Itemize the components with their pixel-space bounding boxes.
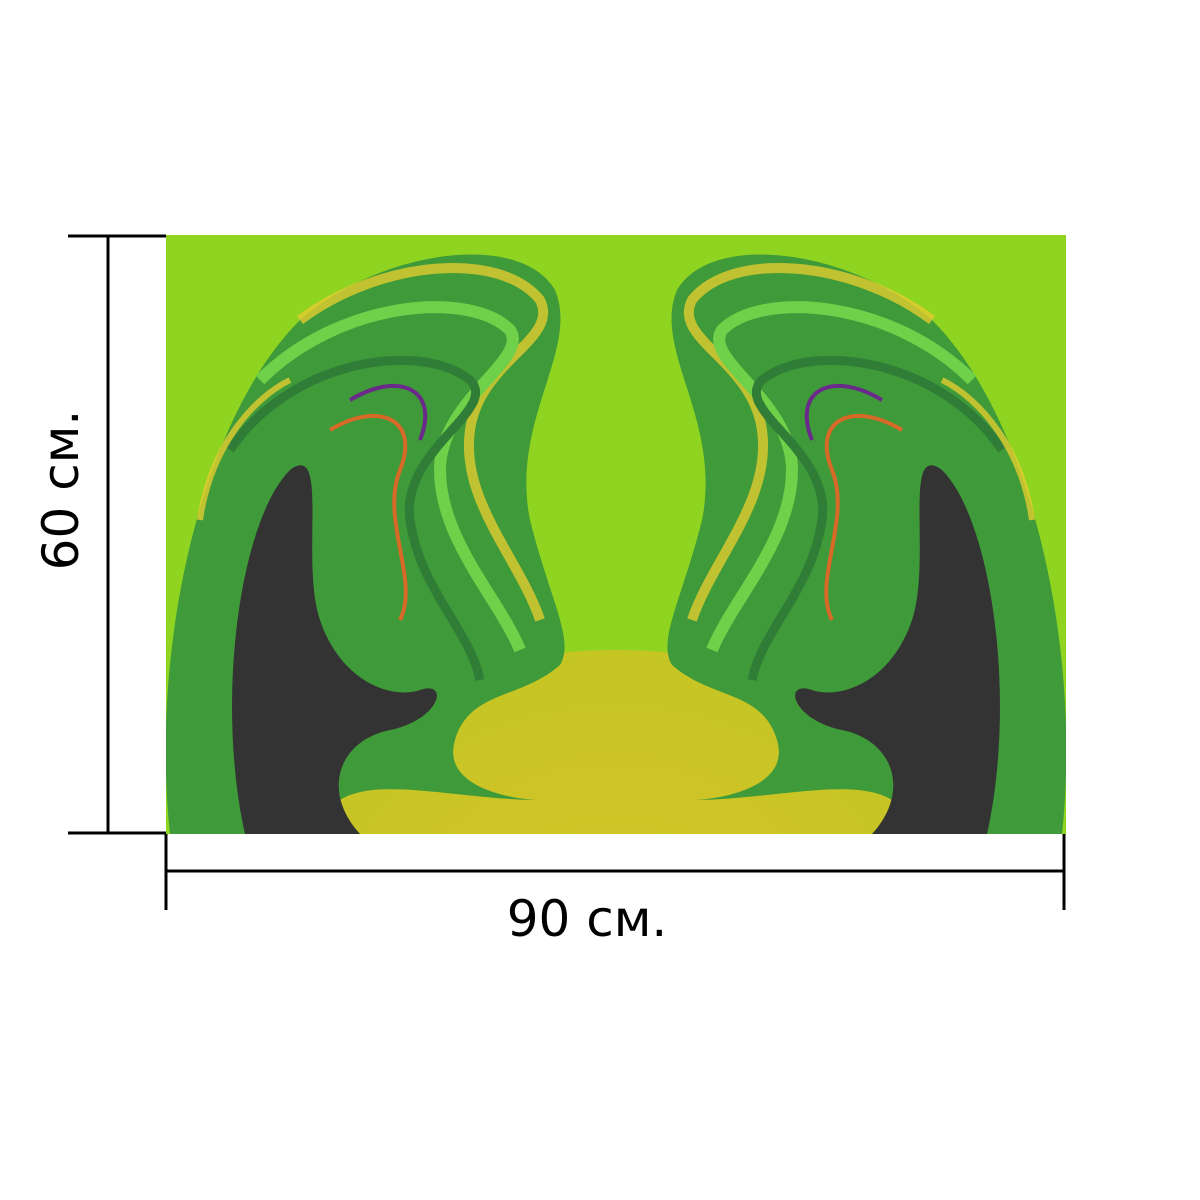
width-dimension: 90 см. xyxy=(164,834,1066,948)
artwork-print xyxy=(166,235,1066,834)
height-dimension-label: 60 см. xyxy=(32,410,90,571)
height-dimension: 60 см. xyxy=(32,234,166,835)
width-dimension-label: 90 см. xyxy=(507,890,668,948)
right-swirl-shape xyxy=(667,254,1066,834)
left-swirl-shape xyxy=(166,254,565,834)
